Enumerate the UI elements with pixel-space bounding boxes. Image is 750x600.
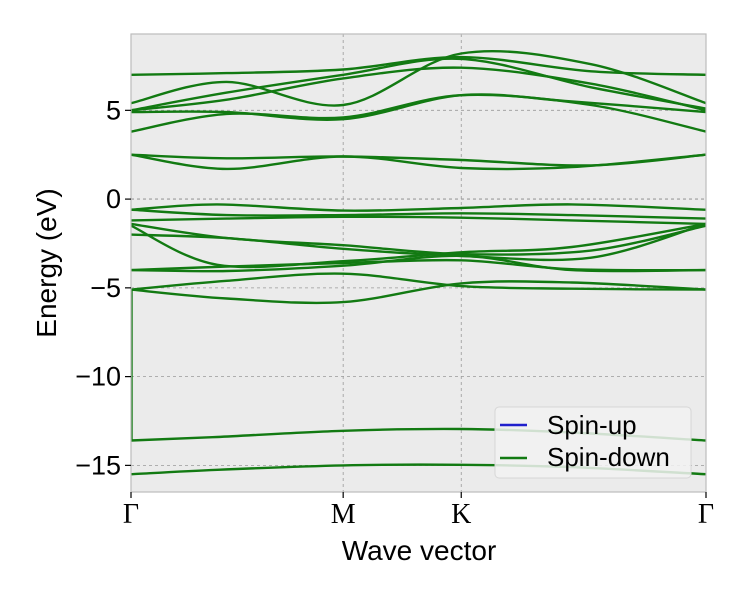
band-line-spin-down-14 [130, 93, 707, 133]
band-line-spin-down-15 [130, 93, 707, 121]
band-line-spin-down-9 [130, 215, 707, 226]
y-tick-label: −15 [75, 450, 121, 480]
x-tick-label: K [451, 499, 471, 530]
y-axis-label: Energy (eV) [31, 188, 62, 337]
y-ticks: 5 0 −5 −10 −15 [75, 95, 131, 480]
legend-label-spin-up: Spin-up [547, 410, 637, 440]
y-tick-label: −5 [90, 273, 121, 303]
band-line-spin-down-10 [130, 208, 707, 220]
plot-frame [130, 33, 707, 493]
legend-label-spin-down: Spin-down [547, 442, 670, 472]
band-line-spin-down-11 [130, 203, 707, 212]
x-axis-label: Wave vector [342, 535, 497, 566]
legend-box [494, 406, 692, 479]
band-line-spin-down-18 [130, 49, 707, 107]
band-lines [130, 49, 707, 476]
legend: Spin-up Spin-down [494, 406, 692, 479]
band-line-spin-down-13 [130, 153, 707, 167]
y-tick-label: 5 [106, 95, 121, 125]
x-tick-label: Γ [123, 499, 139, 530]
band-line-spin-down-3 [130, 272, 707, 291]
y-tick-label: 0 [106, 184, 121, 214]
x-tick-label: Γ [698, 499, 714, 530]
band-line-spin-down-19 [130, 55, 707, 76]
x-tick-label: M [331, 499, 356, 530]
band-line-spin-down-7 [130, 222, 707, 269]
band-line-spin-down-2 [130, 280, 707, 305]
y-tick-label: −10 [75, 362, 121, 392]
band-line-spin-down-8 [130, 222, 707, 256]
band-line-spin-down-17 [130, 57, 707, 112]
band-line-spin-down-16 [130, 66, 707, 112]
